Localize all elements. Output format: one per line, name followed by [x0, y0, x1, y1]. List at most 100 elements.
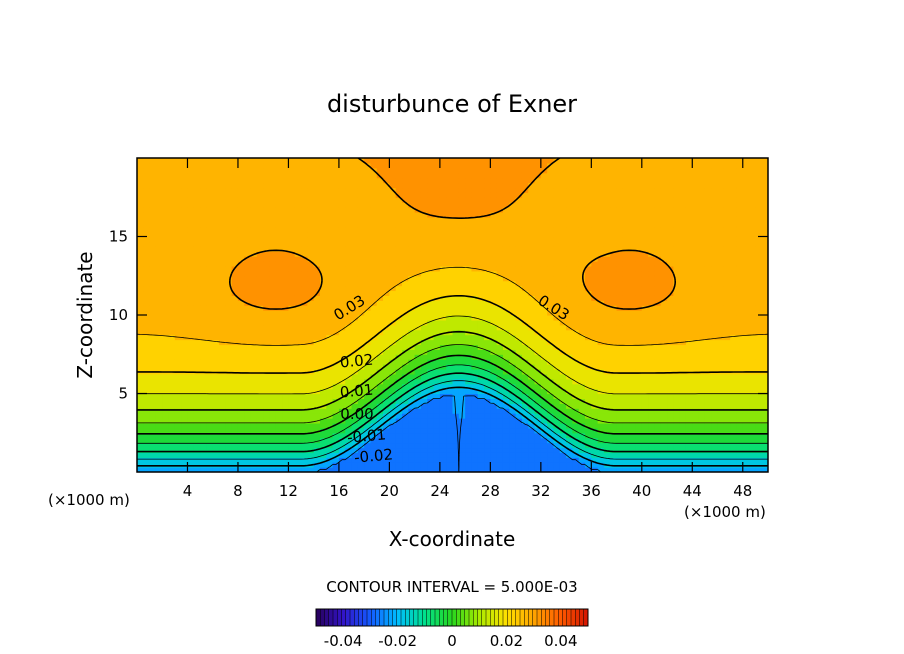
- field-cell: [383, 182, 390, 189]
- field-cell: [269, 172, 277, 179]
- field-cell: [433, 261, 441, 267]
- field-cell: [484, 241, 491, 247]
- field-cell: [484, 182, 491, 189]
- field-cell: [345, 359, 353, 365]
- field-cell: [578, 207, 586, 213]
- field-cell: [319, 462, 327, 468]
- field-cell: [301, 364, 308, 370]
- field-cell: [616, 275, 624, 282]
- field-cell: [610, 378, 618, 385]
- field-cell: [370, 177, 378, 184]
- field-cell: [408, 462, 416, 468]
- field-cell: [307, 275, 315, 282]
- field-cell: [212, 261, 220, 267]
- field-cell: [559, 324, 567, 331]
- field-cell: [502, 300, 510, 306]
- field-cell: [338, 315, 346, 321]
- field-cell: [263, 207, 271, 213]
- field-cell: [502, 270, 510, 277]
- field-cell: [187, 300, 195, 306]
- field-cell: [237, 378, 245, 385]
- field-cell: [515, 432, 523, 439]
- field-cell: [338, 447, 346, 453]
- field-cell: [275, 167, 283, 174]
- field-cell: [237, 241, 245, 247]
- field-cell: [547, 422, 555, 429]
- field-cell: [439, 207, 447, 213]
- field-cell: [294, 285, 302, 292]
- field-cell: [256, 216, 264, 223]
- field-cell: [206, 285, 214, 292]
- field-cell: [414, 378, 422, 385]
- field-cell: [477, 452, 485, 458]
- field-cell: [572, 251, 580, 257]
- field-cell: [143, 192, 151, 198]
- field-cell: [591, 177, 599, 184]
- field-cell: [452, 275, 460, 282]
- field-cell: [351, 261, 359, 267]
- field-cell: [376, 319, 384, 326]
- field-cell: [256, 221, 264, 228]
- field-cell: [559, 388, 567, 395]
- field-cell: [256, 364, 264, 370]
- field-cell: [458, 398, 466, 404]
- field-cell: [212, 182, 220, 189]
- field-cell: [603, 275, 611, 282]
- field-cell: [237, 432, 245, 439]
- field-cell: [484, 354, 491, 360]
- field-cell: [585, 300, 592, 306]
- field-cell: [610, 256, 618, 262]
- field-cell: [256, 457, 264, 463]
- field-cell: [433, 192, 441, 198]
- field-cell: [597, 231, 605, 238]
- field-cell: [174, 251, 182, 257]
- field-cell: [540, 359, 548, 365]
- field-cell: [559, 187, 567, 193]
- field-cell: [578, 211, 586, 218]
- field-cell: [269, 270, 277, 277]
- field-cell: [578, 290, 586, 296]
- field-cell: [616, 413, 624, 419]
- field-cell: [231, 162, 239, 169]
- field-cell: [477, 221, 485, 228]
- field-cell: [326, 265, 334, 272]
- field-cell: [465, 452, 473, 458]
- field-cell: [319, 226, 327, 233]
- field-cell: [622, 305, 630, 311]
- field-cell: [515, 280, 523, 287]
- field-cell: [244, 457, 252, 463]
- field-cell: [389, 452, 397, 458]
- field-cell: [219, 447, 226, 453]
- field-cell: [521, 256, 529, 262]
- field-cell: [528, 344, 536, 350]
- field-cell: [540, 437, 548, 444]
- field-cell: [231, 398, 239, 404]
- field-cell: [357, 403, 365, 409]
- field-cell: [256, 413, 264, 419]
- field-cell: [181, 388, 189, 395]
- field-cell: [137, 373, 144, 380]
- field-cell: [528, 432, 536, 439]
- field-cell: [477, 427, 485, 434]
- field-cell: [288, 378, 296, 385]
- field-cell: [376, 408, 384, 414]
- field-cell: [509, 305, 517, 311]
- field-cell: [187, 251, 195, 257]
- field-cell: [477, 393, 485, 400]
- field-cell: [383, 226, 390, 233]
- field-cell: [591, 300, 599, 306]
- field-cell: [301, 305, 308, 311]
- field-cell: [294, 192, 302, 198]
- field-cell: [458, 158, 466, 164]
- field-cell: [225, 290, 233, 296]
- field-cell: [610, 364, 618, 370]
- field-cell: [193, 467, 201, 472]
- field-cell: [200, 413, 208, 419]
- field-cell: [622, 383, 630, 390]
- field-cell: [408, 256, 416, 262]
- field-cell: [578, 359, 586, 365]
- field-cell: [263, 349, 271, 355]
- field-cell: [622, 261, 630, 267]
- field-cell: [294, 427, 302, 434]
- field-cell: [603, 398, 611, 404]
